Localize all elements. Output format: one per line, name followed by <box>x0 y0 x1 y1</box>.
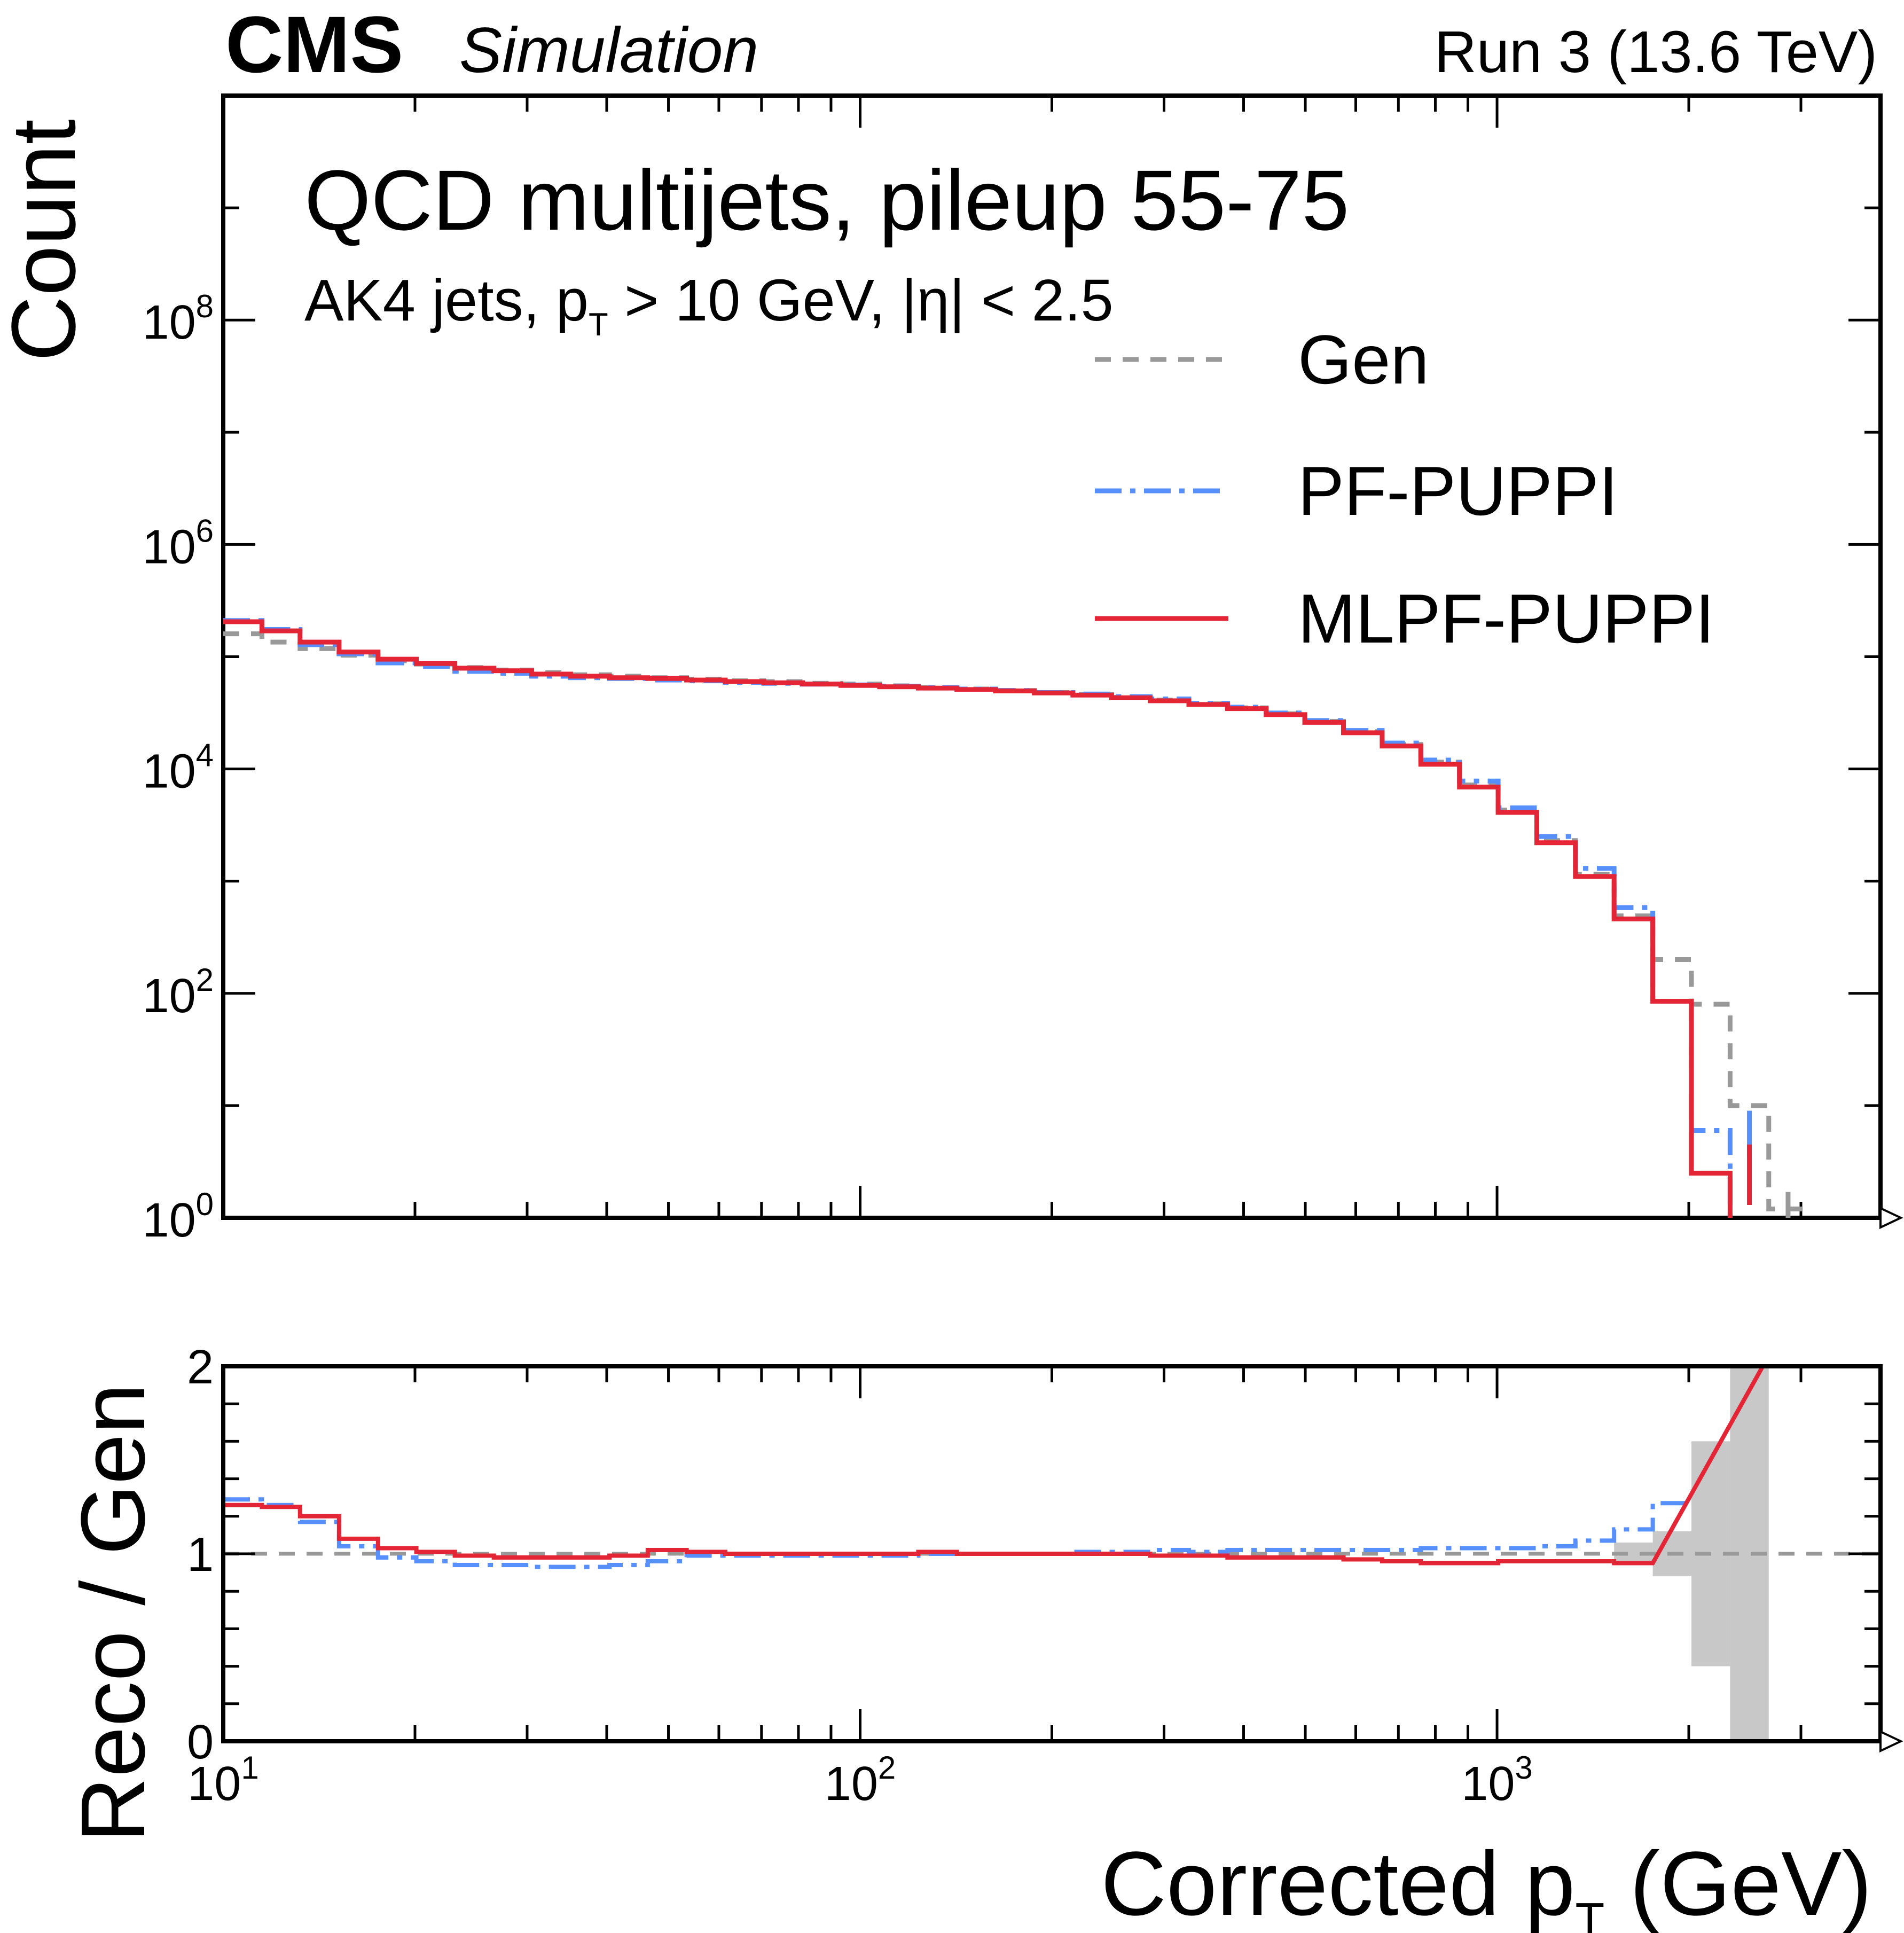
x-tick-label: 102 <box>825 1750 896 1811</box>
top-series-group <box>223 618 1808 1218</box>
top-histogram-gen <box>223 631 1808 1211</box>
legend-label-mlpf-puppi: MLPF-PUPPI <box>1298 580 1714 658</box>
top-panel: 100 102 104 106 108 QCD multijets, pileup 55… <box>0 93 1903 1247</box>
chart-title: QCD multijets, pileup 55-75 <box>304 152 1349 248</box>
ratio-histogram-pf-puppi <box>223 1497 1691 1569</box>
legend-label-gen: Gen <box>1298 320 1429 398</box>
experiment-label: CMS <box>225 0 403 89</box>
x-tick-label: 103 <box>1461 1750 1532 1811</box>
uncertainty-band-group <box>1614 1366 1769 1741</box>
top-ticks: 100 102 104 106 108 <box>143 96 1903 1247</box>
top-y-tick-label: 100 <box>143 1186 214 1247</box>
ratio-histogram-mlpf-puppi <box>223 1366 1766 1566</box>
x-tick-label: 101 <box>187 1750 258 1811</box>
legend-label-pf-puppi: PF-PUPPI <box>1298 452 1618 530</box>
top-y-axis-title: Count <box>0 119 95 362</box>
bottom-ticks: 101 102 103 0 1 2 <box>187 1341 1903 1811</box>
top-y-tick-label: 104 <box>143 738 214 799</box>
bottom-series-group <box>223 1366 1881 1569</box>
bottom-y-tick-label: 1 <box>187 1528 214 1582</box>
top-histogram-pf-puppi <box>223 618 1733 1218</box>
run-info-label: Run 3 (13.6 TeV) <box>1434 19 1877 85</box>
top-y-tick-label: 108 <box>143 288 214 349</box>
bottom-y-axis-title: Reco / Gen <box>62 1383 164 1843</box>
top-y-tick-label: 106 <box>143 513 214 574</box>
bottom-y-tick-label: 0 <box>187 1716 214 1769</box>
bottom-y-tick-label: 2 <box>187 1341 214 1394</box>
top-y-tick-label: 102 <box>143 962 214 1023</box>
overflow-arrow <box>1879 1729 1903 1753</box>
x-axis-title: Corrected pT (GeV) <box>1101 1833 1872 1933</box>
top-histogram-mlpf-puppi <box>223 619 1733 1218</box>
overflow-arrow <box>1879 1206 1903 1230</box>
bottom-panel: 101 102 103 0 1 2 Reco / Gen Corrected pT (Ge… <box>62 1341 1903 1933</box>
legend: Gen PF-PUPPI MLPF-PUPPI <box>1095 320 1714 658</box>
status-label: Simulation <box>459 14 758 86</box>
chart-subtitle: AK4 jets, pT > 10 GeV, |η| < 2.5 <box>304 268 1114 342</box>
